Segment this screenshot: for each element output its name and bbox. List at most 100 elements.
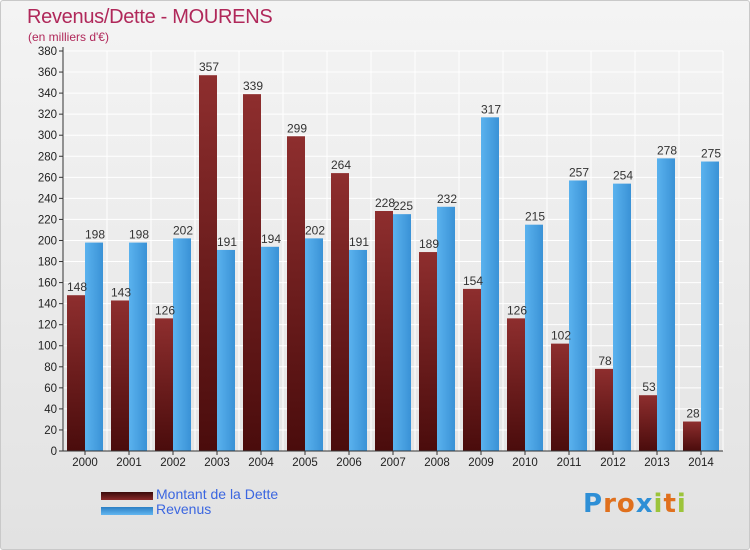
data-label-revenus-2014: 275 xyxy=(701,147,721,161)
x-tick-label-2002: 2002 xyxy=(160,457,186,469)
data-label-dette-2009: 154 xyxy=(463,274,483,288)
x-tick-label-2008: 2008 xyxy=(424,457,450,469)
x-tick-label-2000: 2000 xyxy=(72,457,98,469)
data-label-dette-2010: 126 xyxy=(507,303,527,317)
proxiti-logo: Proxiti xyxy=(583,489,687,519)
y-tick-label: 280 xyxy=(38,151,57,163)
data-label-dette-2007: 228 xyxy=(375,196,395,210)
bar-revenus-2005 xyxy=(305,238,323,451)
data-label-revenus-2010: 215 xyxy=(525,210,545,224)
x-tick-label-2003: 2003 xyxy=(204,457,230,469)
data-label-dette-2005: 299 xyxy=(287,121,307,135)
bar-dette-2006 xyxy=(331,173,349,451)
y-tick-label: 20 xyxy=(44,425,57,437)
y-tick-label: 360 xyxy=(38,67,57,79)
logo-letter: t xyxy=(663,489,677,519)
logo-letter: i xyxy=(653,489,664,519)
y-tick-label: 300 xyxy=(38,130,57,142)
bar-dette-2009 xyxy=(463,288,481,451)
x-tick-label-2010: 2010 xyxy=(512,457,538,469)
bar-dette-2012 xyxy=(595,368,613,451)
chart-ticks: 0 20 40 60 80 100 120 140 160 180 200 220 240 260 280 3… xyxy=(38,46,715,469)
bar-revenus-2006 xyxy=(349,249,367,451)
data-label-revenus-2002: 202 xyxy=(173,223,193,237)
data-label-revenus-2007: 225 xyxy=(393,199,413,213)
bar-dette-2003 xyxy=(199,75,217,452)
bar-dette-2005 xyxy=(287,136,305,451)
y-tick-label: 120 xyxy=(38,320,57,332)
legend-label-dette: Montant de la Dette xyxy=(156,486,279,502)
bar-revenus-2003 xyxy=(217,249,235,451)
y-tick-label: 40 xyxy=(44,404,57,416)
data-label-revenus-2012: 254 xyxy=(613,169,633,183)
y-tick-label: 220 xyxy=(38,214,57,226)
bar-revenus-2001 xyxy=(129,242,147,451)
logo-letter: P xyxy=(583,489,604,519)
logo-letter: r xyxy=(603,489,617,519)
bar-dette-2001 xyxy=(111,300,129,451)
bar-revenus-2012 xyxy=(613,183,631,451)
y-tick-label: 0 xyxy=(51,446,57,458)
data-label-revenus-2009: 317 xyxy=(481,102,501,116)
y-tick-label: 260 xyxy=(38,172,57,184)
bar-revenus-2009 xyxy=(481,117,499,451)
logo-letter: x xyxy=(635,489,654,519)
data-label-revenus-2011: 257 xyxy=(569,165,589,179)
data-label-revenus-2005: 202 xyxy=(305,223,325,237)
data-label-revenus-2004: 194 xyxy=(261,232,281,246)
data-label-dette-2004: 339 xyxy=(243,79,263,93)
chart-subtitle: (en milliers d'€) xyxy=(28,30,109,44)
bar-dette-2004 xyxy=(243,94,261,451)
bar-revenus-2007 xyxy=(393,214,411,451)
y-tick-label: 180 xyxy=(38,257,57,269)
bar-dette-2000 xyxy=(67,295,85,451)
bar-revenus-2010 xyxy=(525,224,543,451)
chart-bars xyxy=(67,75,719,452)
data-label-dette-2014: 28 xyxy=(686,407,700,421)
bar-revenus-2004 xyxy=(261,246,279,451)
logo-letter: o xyxy=(616,489,636,519)
data-label-revenus-2000: 198 xyxy=(85,228,105,242)
x-tick-label-2009: 2009 xyxy=(468,457,494,469)
chart-axes xyxy=(59,47,723,455)
x-tick-label-2001: 2001 xyxy=(116,457,142,469)
y-tick-label: 160 xyxy=(38,278,57,290)
bar-revenus-2008 xyxy=(437,206,455,451)
bar-revenus-2000 xyxy=(85,242,103,451)
x-tick-label-2007: 2007 xyxy=(380,457,406,469)
x-tick-label-2012: 2012 xyxy=(600,457,626,469)
data-label-dette-2000: 148 xyxy=(67,280,87,294)
bar-revenus-2002 xyxy=(173,238,191,451)
legend-swatch-revenus xyxy=(101,507,153,515)
logo-letter: i xyxy=(676,489,687,519)
y-tick-label: 380 xyxy=(38,46,57,58)
data-label-revenus-2013: 278 xyxy=(657,143,677,157)
data-label-revenus-2006: 191 xyxy=(349,235,369,249)
bar-dette-2007 xyxy=(375,211,393,451)
bar-dette-2002 xyxy=(155,318,173,451)
y-tick-label: 60 xyxy=(44,383,57,395)
data-label-dette-2011: 102 xyxy=(551,329,571,343)
data-label-dette-2003: 357 xyxy=(199,60,219,74)
bar-revenus-2011 xyxy=(569,180,587,451)
y-tick-label: 340 xyxy=(38,88,57,100)
y-tick-label: 200 xyxy=(38,235,57,247)
data-label-revenus-2001: 198 xyxy=(129,228,149,242)
data-label-dette-2013: 53 xyxy=(642,380,656,394)
chart-title: Revenus/Dette - MOURENS xyxy=(27,6,273,28)
data-label-dette-2002: 126 xyxy=(155,303,175,317)
chart-data-labels: 148 198 143 198 126 202 357 191 339 194 299 202 264 1… xyxy=(67,60,721,420)
y-tick-label: 240 xyxy=(38,193,57,205)
x-tick-label-2005: 2005 xyxy=(292,457,318,469)
x-tick-label-2011: 2011 xyxy=(557,457,582,469)
bar-dette-2014 xyxy=(683,421,701,451)
y-tick-label: 80 xyxy=(44,362,57,374)
legend-label-revenus: Revenus xyxy=(156,501,212,517)
x-tick-label-2013: 2013 xyxy=(644,457,670,469)
y-tick-label: 320 xyxy=(38,109,57,121)
y-tick-label: 100 xyxy=(38,341,57,353)
x-tick-label-2004: 2004 xyxy=(248,457,274,469)
bar-dette-2011 xyxy=(551,343,569,451)
x-tick-label-2006: 2006 xyxy=(336,457,362,469)
